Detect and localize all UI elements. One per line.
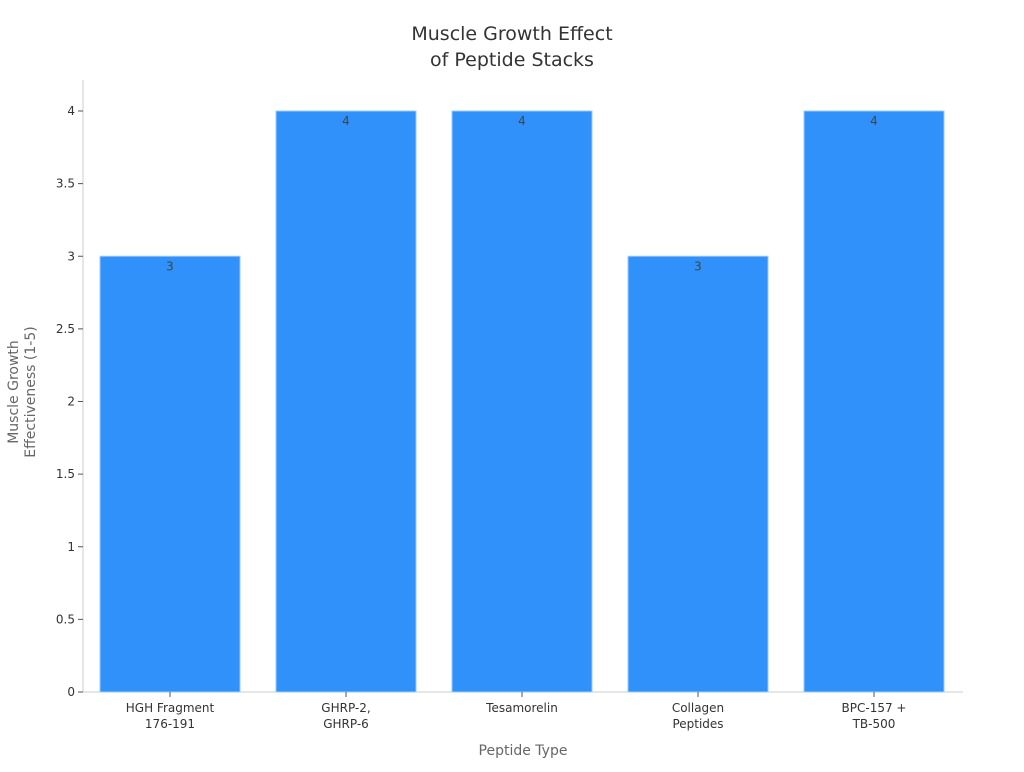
y-tick-label: 1 [67, 540, 75, 554]
x-tick-label: Peptides [672, 717, 723, 731]
y-tick-label: 0.5 [56, 612, 75, 626]
y-ticks: 0 0.5 1 1.5 2 2.5 3 3.5 4 [56, 104, 83, 699]
x-axis-label: Peptide Type [479, 743, 568, 759]
bar [627, 255, 769, 693]
x-tick-label: Tesamorelin [485, 701, 558, 715]
x-tick-label: GHRP-6 [323, 717, 369, 731]
y-axis-label-line-2: Effectiveness (1-5) [23, 326, 39, 457]
y-tick-label: 1.5 [56, 467, 75, 481]
data-label: 4 [342, 114, 350, 128]
chart-title-line-1: Muscle Growth Effect [411, 23, 612, 45]
chart-title: Muscle Growth Effect of Peptide Stacks [411, 23, 612, 71]
x-tick-label: HGH Fragment [126, 701, 215, 715]
y-tick-label: 3.5 [56, 177, 75, 191]
bar [451, 110, 593, 693]
y-tick-label: 3 [67, 249, 75, 263]
data-label: 3 [694, 259, 702, 273]
data-label: 4 [870, 114, 878, 128]
data-label: 3 [166, 259, 174, 273]
bar [99, 255, 241, 693]
x-ticks: HGH Fragment 176-191 GHRP-2, GHRP-6 Tesamore… [126, 692, 907, 731]
y-axis-label-line-1: Muscle Growth [6, 340, 22, 444]
y-tick-label: 4 [67, 104, 75, 118]
bar [275, 110, 417, 693]
data-labels: 3 4 4 3 4 [166, 114, 878, 273]
y-tick-label: 0 [67, 685, 75, 699]
chart-title-line-2: of Peptide Stacks [430, 49, 594, 71]
x-tick-label: TB-500 [852, 717, 896, 731]
y-axis-label: Muscle Growth Effectiveness (1-5) [6, 326, 39, 457]
data-label: 4 [518, 114, 526, 128]
x-tick-label: 176-191 [145, 717, 195, 731]
y-tick-label: 2 [67, 395, 75, 409]
bars [99, 110, 945, 693]
x-tick-label: GHRP-2, [321, 701, 370, 715]
x-tick-label: BPC-157 + [842, 701, 907, 715]
x-tick-label: Collagen [672, 701, 724, 715]
bar [803, 110, 945, 693]
y-tick-label: 2.5 [56, 322, 75, 336]
